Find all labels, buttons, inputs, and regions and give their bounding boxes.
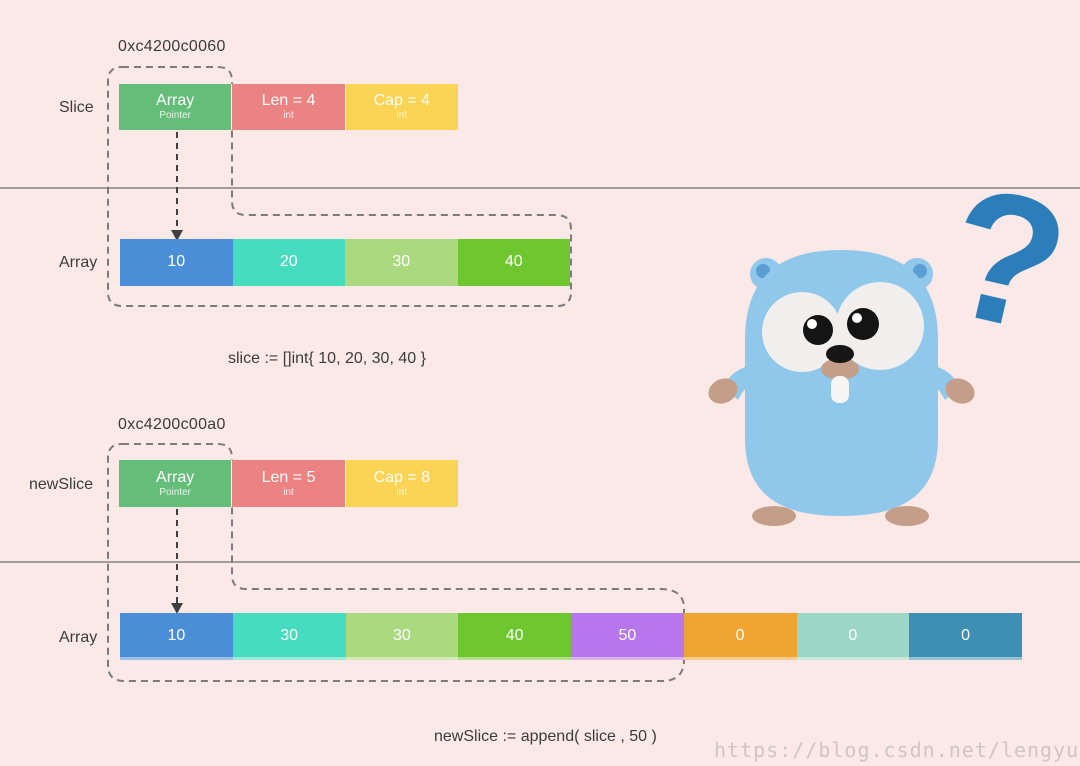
array-cell-value: 50 [618, 627, 637, 645]
slice-code: slice := []int{ 10, 20, 30, 40 } [228, 350, 426, 367]
section-divider-bottom [0, 561, 1080, 563]
struct-cell-subtitle: int [283, 110, 294, 122]
newslice-struct-bar: Array Pointer Len = 5 int Cap = 8 int [119, 460, 458, 507]
slice-label: Slice [59, 99, 94, 116]
gopher-mascot [708, 250, 975, 526]
newslice-label: newSlice [29, 476, 94, 493]
section-divider-top [0, 187, 1080, 189]
gopher-eye-highlight-right [852, 313, 862, 323]
pointer-arrowhead-bottom [171, 603, 183, 614]
slice-address: 0xc4200c0060 [118, 38, 226, 55]
array-cell: 0 [796, 613, 910, 660]
struct-cell-title: Cap = 8 [373, 468, 431, 486]
array-cell-value: 0 [735, 627, 745, 645]
newslice-struct-cap: Cap = 8 int [345, 460, 458, 507]
newslice-address: 0xc4200c00a0 [118, 416, 226, 433]
struct-cell-subtitle: int [283, 486, 294, 498]
array-cell-value: 30 [392, 253, 411, 271]
gopher-hand-left [708, 378, 738, 404]
struct-cell-title: Array [156, 468, 195, 486]
array-cell: 0 [909, 613, 1022, 660]
gopher-foot-right [885, 506, 929, 526]
slice-struct-cap: Cap = 4 int [345, 84, 458, 130]
gopher-pupil-right [847, 308, 879, 340]
array-cell-value: 0 [961, 627, 971, 645]
newslice-code: newSlice := append( slice , 50 ) [434, 728, 657, 745]
newslice-array-bar: 10 30 30 40 50 0 0 0 [120, 613, 1022, 660]
array-cell: 10 [120, 239, 233, 286]
array-cell-value: 30 [392, 627, 411, 645]
gopher-eye-left [762, 292, 842, 372]
pointer-arrowhead-top [171, 230, 183, 241]
array-cell: 10 [120, 613, 233, 660]
struct-cell-title: Array [156, 92, 195, 110]
array-label-top: Array [59, 254, 98, 271]
slice-array-bar: 10 20 30 40 [120, 239, 570, 286]
newslice-struct-array-pointer: Array Pointer [119, 460, 232, 507]
slice-struct-array-pointer: Array Pointer [119, 84, 232, 130]
array-cell-value: 10 [167, 627, 186, 645]
slice-struct-len: Len = 4 int [232, 84, 345, 130]
array-cell-value: 10 [167, 253, 186, 271]
gopher-muzzle [821, 358, 859, 380]
gopher-tooth [831, 376, 849, 403]
gopher-ear-left-inner [756, 264, 770, 278]
struct-cell-subtitle: Pointer [159, 110, 191, 122]
array-cell-value: 0 [848, 627, 858, 645]
slice-memory-outline [107, 66, 572, 307]
gopher-eye-highlight-left [807, 319, 817, 329]
gopher-foot-left [752, 506, 796, 526]
newslice-struct-len: Len = 5 int [232, 460, 345, 507]
array-cell-value: 40 [505, 627, 524, 645]
array-cell: 30 [345, 613, 459, 660]
array-cell-value: 30 [280, 627, 299, 645]
array-cell: 40 [457, 239, 570, 286]
slice-struct-bar: Array Pointer Len = 4 int Cap = 4 int [119, 84, 458, 130]
gopher-ear-right-inner [913, 264, 927, 278]
array-cell: 0 [683, 613, 797, 660]
array-cell-value: 40 [504, 253, 523, 271]
array-cell: 40 [458, 613, 571, 660]
struct-cell-title: Cap = 4 [373, 92, 431, 110]
array-cell: 50 [571, 613, 684, 660]
watermark-url: https://blog.csdn.net/lengyuezuixue [714, 738, 1080, 762]
gopher-pupil-left [803, 315, 833, 345]
struct-cell-title: Len = 5 [261, 468, 316, 486]
struct-cell-subtitle: int [396, 110, 408, 122]
array-cell: 30 [232, 613, 346, 660]
array-cell: 20 [232, 239, 345, 286]
gopher-nose [826, 345, 854, 363]
array-cell-value: 20 [279, 253, 298, 271]
array-cell: 30 [345, 239, 458, 286]
gopher-hand-right [945, 378, 975, 404]
newslice-memory-outline [107, 443, 685, 682]
struct-cell-subtitle: Pointer [159, 486, 191, 498]
struct-cell-title: Len = 4 [261, 92, 316, 110]
gopher-eye-right [836, 282, 924, 370]
array-label-bottom: Array [59, 629, 98, 646]
struct-cell-subtitle: int [396, 486, 408, 498]
